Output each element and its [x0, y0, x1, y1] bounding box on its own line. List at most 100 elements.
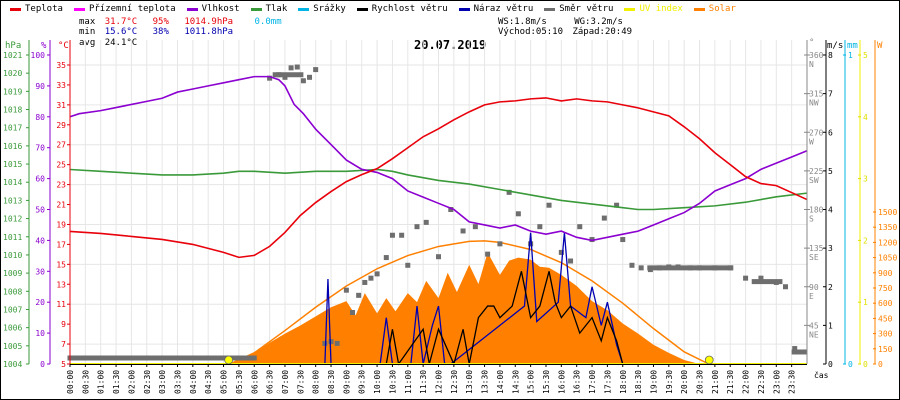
wind-direction-point: [589, 237, 595, 243]
x-tick-label: 16:30: [573, 370, 582, 394]
pressure-tick-label: 1004: [3, 360, 22, 369]
wind-direction-tick-label: 225: [809, 167, 824, 176]
solar-tick-label: 0: [878, 360, 883, 369]
humidity-axis-unit: %: [41, 41, 47, 51]
humidity-tick-label: 70: [35, 144, 45, 153]
legend-label: Vlhkost: [201, 4, 240, 14]
pressure-tick-label: 1007: [3, 305, 22, 314]
wind-direction-segment: [647, 265, 734, 271]
legend-item[interactable]: Tlak: [250, 3, 288, 15]
legend: Teplota Přízemní teplota Vlhkost Tlak Srážky…: [10, 3, 747, 15]
solar-tick-label: 150: [878, 345, 893, 354]
pressure-tick-label: 1009: [3, 269, 22, 278]
humidity-tick-label: 80: [35, 113, 45, 122]
x-tick-label: 03:30: [173, 370, 182, 394]
humidity-tick-label: 10: [35, 329, 45, 338]
stats-ws: WS:1.8m/s: [498, 17, 547, 27]
rain-tick-label: 1: [848, 51, 853, 60]
solar-tick-label: 750: [878, 284, 893, 293]
legend-item[interactable]: Směr větru: [544, 3, 613, 15]
wind-direction-tick-label: 315: [809, 90, 824, 99]
pressure-tick-label: 1021: [3, 51, 22, 60]
x-tick-label: 21:00: [711, 370, 720, 394]
stats-max-temp: 31.7°C: [104, 17, 138, 27]
legend-swatch: [544, 7, 556, 11]
x-tick-label: 06:00: [250, 370, 259, 394]
legend-swatch: [624, 7, 636, 11]
wind-direction-point: [601, 215, 607, 221]
legend-item[interactable]: Solar: [693, 3, 736, 15]
humidity-tick-label: 60: [35, 175, 45, 184]
x-tick-label: 23:30: [788, 370, 797, 394]
wind-speed-line: [70, 271, 807, 366]
legend-item[interactable]: Srážky: [298, 3, 346, 15]
wind-direction-point: [368, 275, 374, 281]
humidity-tick-label: 100: [31, 51, 46, 60]
legend-item[interactable]: Náraz větru: [458, 3, 534, 15]
wind-direction-point: [515, 211, 521, 217]
wind-direction-point: [350, 310, 356, 315]
x-tick-label: 18:30: [634, 370, 643, 394]
legend-item[interactable]: Teplota: [10, 3, 63, 15]
x-tick-label: 07:00: [281, 370, 290, 394]
wind-direction-point: [436, 254, 441, 260]
temperature-tick-label: 11: [56, 300, 66, 309]
stats-sunset: Západ:20:49: [572, 27, 633, 37]
legend-item[interactable]: Vlhkost: [186, 3, 240, 15]
wind-speed-tick-label: 8: [828, 51, 833, 60]
wind-direction-point: [288, 65, 294, 71]
wind-speed-axis-unit: m/s: [827, 41, 843, 51]
humidity-tick-label: 40: [35, 236, 45, 245]
x-tick-label: 19:00: [649, 370, 658, 394]
x-tick-label: 21:30: [726, 370, 735, 394]
pressure-tick-label: 1008: [3, 287, 22, 296]
wind-direction-tick-label: 180: [809, 206, 824, 215]
wind-direction-point: [267, 75, 273, 81]
uv-tick-label: 2: [863, 236, 868, 245]
wind-direction-point: [568, 258, 574, 264]
solar-tick-label: 1200: [878, 238, 897, 247]
temperature-tick-label: 17: [56, 240, 66, 249]
uv-tick-label: 3: [863, 175, 868, 184]
x-tick-label: 02:00: [127, 370, 136, 394]
wind-direction-segment: [791, 349, 807, 355]
solar-tick-label: 600: [878, 299, 893, 308]
wind-direction-compass-label: W: [809, 137, 814, 146]
wind-direction-point: [448, 207, 454, 212]
legend-label: Náraz větru: [473, 4, 534, 14]
wind-direction-point: [783, 284, 789, 290]
legend-swatch: [693, 7, 705, 11]
legend-label: Tlak: [265, 4, 288, 14]
x-tick-label: 07:30: [296, 370, 305, 394]
stats-max-hum: 95%: [152, 17, 169, 27]
sun-marker-icon: [224, 355, 234, 365]
stats-wg: WG:3.2m/s: [574, 17, 623, 27]
legend-label: Solar: [708, 4, 736, 14]
wind-direction-compass-label: S: [809, 215, 814, 224]
temperature-tick-label: 19: [56, 220, 66, 229]
x-tick-label: 09:00: [342, 370, 351, 394]
wind-speed-tick-label: 5: [828, 167, 833, 176]
x-tick-label: 05:30: [235, 370, 244, 394]
x-tick-label: 18:00: [619, 370, 628, 394]
humidity-tick-label: 0: [40, 360, 45, 369]
legend-item[interactable]: Přízemní teplota: [73, 3, 176, 15]
wind-direction-point: [620, 237, 626, 243]
temperature-tick-label: 13: [56, 280, 66, 289]
legend-swatch: [458, 7, 470, 11]
stats-avg-label: avg: [79, 38, 96, 48]
solar-tick-label: 900: [878, 269, 893, 278]
legend-swatch: [186, 7, 198, 11]
legend-item[interactable]: UV index: [624, 3, 683, 15]
legend-item[interactable]: Rychlost větru: [356, 3, 448, 15]
x-tick-label: 17:30: [603, 370, 612, 394]
pressure-tick-label: 1017: [3, 124, 22, 133]
stats-max-label: max: [79, 17, 96, 27]
wind-direction-point: [405, 262, 411, 268]
pressure-axis-unit: hPa: [5, 41, 21, 51]
x-tick-label: 15:30: [542, 370, 551, 394]
x-tick-label: 19:30: [665, 370, 674, 394]
pressure-tick-label: 1020: [3, 69, 22, 78]
humidity-tick-label: 90: [35, 82, 45, 91]
x-tick-label: 00:30: [81, 370, 90, 394]
